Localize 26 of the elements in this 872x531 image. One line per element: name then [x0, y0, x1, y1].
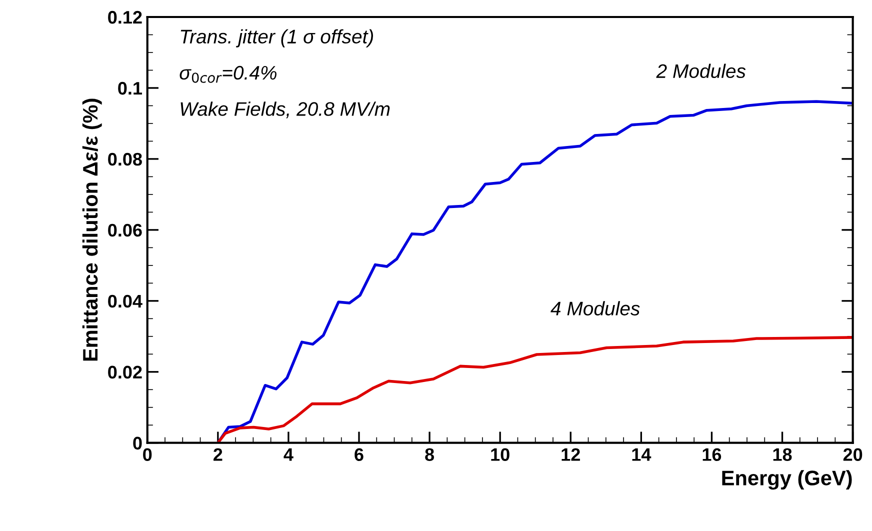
x-tick-label: 10 — [491, 448, 510, 461]
annotation: Wake Fields, 20.8 MV/m — [180, 102, 390, 118]
y-tick-label: 0.12 — [108, 10, 142, 24]
series-label: 2 Modules — [656, 64, 746, 78]
x-tick-label: 0 — [143, 448, 152, 461]
y-tick-label: 0.04 — [108, 294, 142, 308]
annotation: Trans. jitter (1 σ offset) — [180, 29, 374, 48]
series-label: 4 Modules — [550, 301, 640, 316]
x-tick-label: 18 — [773, 448, 792, 461]
y-tick-label: 0.08 — [108, 152, 142, 166]
x-tick-label: 8 — [425, 448, 434, 461]
x-tick-label: 16 — [702, 448, 722, 461]
x-tick-label: 14 — [632, 448, 652, 461]
y-tick-label: 0.06 — [108, 224, 142, 237]
y-tick-label: 0.02 — [108, 366, 142, 379]
y-tick-label: 0.1 — [118, 82, 142, 95]
x-tick-label: 4 — [284, 448, 294, 461]
annotation: σ$_{0cor}$=0.4% — [180, 66, 276, 83]
x-tick-label: 6 — [354, 448, 364, 461]
x-axis-title: Energy (GeV) — [722, 470, 852, 490]
y-tick-label: 0 — [133, 436, 142, 450]
x-tick-label: 12 — [562, 448, 580, 461]
y-axis-title: Emittance dilution Δε/ε (%) — [82, 98, 102, 361]
line-series — [216, 336, 853, 443]
x-tick-label: 2 — [214, 448, 222, 461]
x-tick-label: 20 — [843, 448, 862, 461]
